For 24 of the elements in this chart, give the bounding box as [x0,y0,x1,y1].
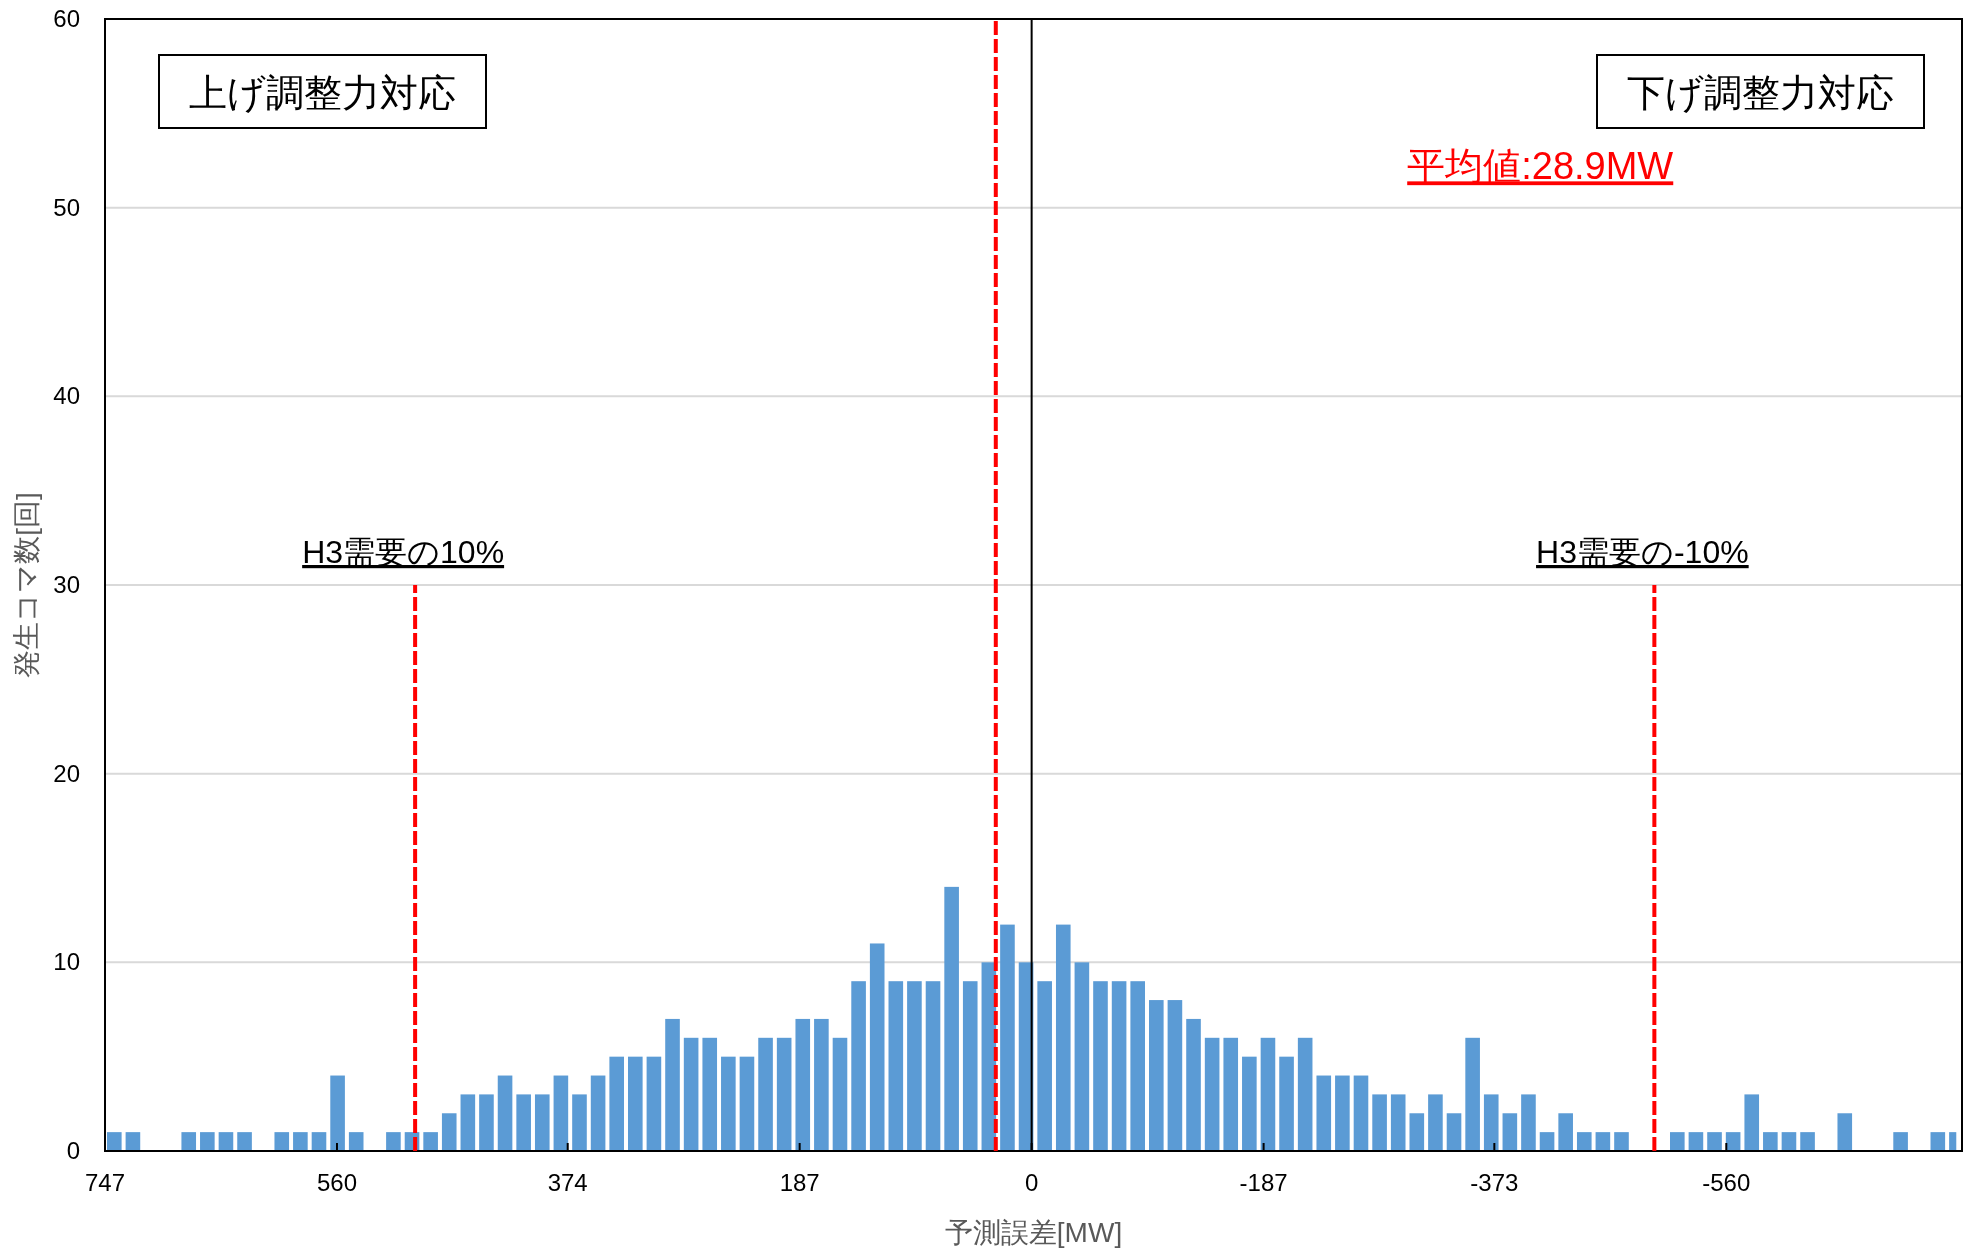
y-tick-label: 50 [53,193,80,221]
y-axis-title: 発生コマ数[回] [11,492,42,678]
x-tick-label: -373 [1470,1169,1519,1196]
x-tick-label: -187 [1239,1169,1288,1196]
y-tick-label: 20 [53,759,80,787]
annotation: 上げ調整力対応 [189,72,456,114]
x-tick-label: 374 [547,1169,588,1196]
x-tick-label: 560 [316,1169,357,1196]
ref-line-label: H3需要の-10% [1536,534,1749,570]
x-tick-label: 187 [779,1169,820,1196]
annotation: 下げ調整力対応 [1627,72,1894,114]
ref-line-label: H3需要の10% [302,534,505,570]
x-tick-label: 747 [84,1169,126,1196]
y-tick-label: 10 [53,948,80,976]
y-tick-label: 40 [53,382,80,410]
annotation: 下げ調整力対応 [1596,54,1925,129]
x-tick-label: -560 [1702,1169,1751,1196]
x-axis-title: 予測誤差[MW] [944,1217,1123,1248]
annotation: 上げ調整力対応 [158,54,487,129]
y-tick-label: 30 [53,571,80,598]
y-tick-label: 0 [66,1137,80,1164]
x-tick-label: 0 [1024,1169,1039,1196]
ref-line-label: 平均値:28.9MW [1407,145,1674,188]
y-tick-label: 60 [53,5,80,32]
